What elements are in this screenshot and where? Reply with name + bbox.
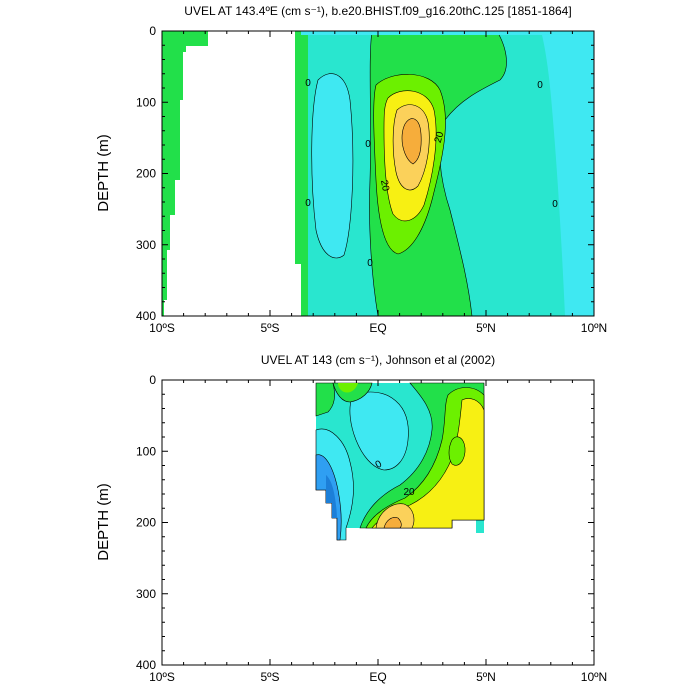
y-tick-label: 400 bbox=[136, 309, 156, 323]
region-orange bbox=[383, 517, 402, 529]
surface-strip bbox=[301, 31, 594, 35]
y-tick-label: 300 bbox=[136, 587, 156, 601]
land-mask bbox=[164, 31, 301, 316]
x-tick-label: 10ºS bbox=[149, 321, 175, 335]
y-axis-label-2: DEPTH (m) bbox=[95, 483, 112, 561]
contour-label: 0 bbox=[367, 258, 373, 269]
y-tick-label: 0 bbox=[149, 373, 156, 387]
x-tick-label: 10ºS bbox=[149, 670, 175, 684]
contour-label: 0 bbox=[365, 139, 371, 150]
contour-labels-1: 0 0 0 0 0 0 20 20 bbox=[305, 78, 558, 269]
x-tick-label: EQ bbox=[369, 670, 386, 684]
region-orange-core bbox=[401, 118, 422, 165]
region-lime-surface bbox=[338, 383, 358, 393]
y-axis-label-1: DEPTH (m) bbox=[95, 134, 112, 212]
contour-label: 0 bbox=[305, 78, 311, 89]
contour-label: 0 bbox=[537, 80, 543, 91]
panel-model: UVEL AT 143.4ºE (cm s⁻¹), b.e20.BHIST.f0… bbox=[95, 4, 607, 335]
y-tick-label: 300 bbox=[136, 238, 156, 252]
contour-label: 20 bbox=[433, 130, 447, 144]
region-green-coast bbox=[162, 31, 208, 316]
x-tick-label: 5ºN bbox=[476, 670, 496, 684]
contour-labels-2: 0 20 bbox=[374, 458, 415, 498]
region-cyan-west bbox=[311, 73, 354, 259]
contour-label: 0 bbox=[305, 198, 311, 209]
region-light-orange bbox=[375, 503, 415, 529]
x-tick-label: 5ºN bbox=[476, 321, 496, 335]
y-tick-label: 100 bbox=[136, 95, 156, 109]
panel-observed: UVEL AT 143 (cm s⁻¹), Johnson et al (200… bbox=[95, 353, 607, 684]
y-tick-label: 400 bbox=[136, 658, 156, 672]
y-tick-label: 200 bbox=[136, 516, 156, 530]
contour-fill-2 bbox=[315, 382, 485, 541]
contour-label: 0 bbox=[374, 458, 385, 471]
y-tick-label: 0 bbox=[149, 24, 156, 38]
region-lime-inner bbox=[448, 436, 466, 466]
contour-label: 20 bbox=[403, 487, 415, 498]
panel-2-title: UVEL AT 143 (cm s⁻¹), Johnson et al (200… bbox=[261, 353, 495, 367]
region-cyan-east bbox=[541, 31, 594, 316]
x-tick-label: 5ºS bbox=[260, 321, 279, 335]
y-tick-label: 200 bbox=[136, 167, 156, 181]
y-tick-label: 100 bbox=[136, 444, 156, 458]
contour-label: 0 bbox=[552, 199, 558, 210]
region-dark-blue bbox=[326, 475, 337, 518]
x-tick-label: 10ºN bbox=[581, 670, 607, 684]
x-tick-label: 5ºS bbox=[260, 670, 279, 684]
region-green-strip bbox=[295, 31, 308, 316]
x-tick-label: 10ºN bbox=[581, 321, 607, 335]
region-cyan-upper bbox=[349, 391, 409, 471]
contour-fill-1 bbox=[162, 31, 594, 316]
contour-label: 20 bbox=[378, 179, 391, 192]
panel-1-title: UVEL AT 143.4ºE (cm s⁻¹), b.e20.BHIST.f0… bbox=[184, 4, 571, 18]
x-tick-label: EQ bbox=[369, 321, 386, 335]
